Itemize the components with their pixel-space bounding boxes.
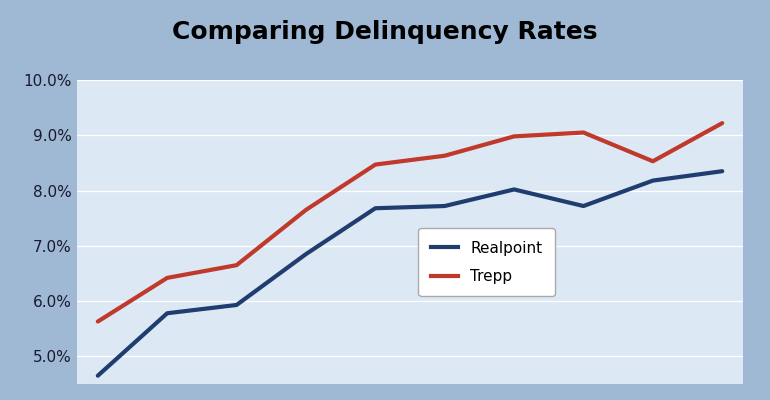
Text: Comparing Delinquency Rates: Comparing Delinquency Rates xyxy=(172,20,598,44)
Legend: Realpoint, Trepp: Realpoint, Trepp xyxy=(418,228,554,296)
